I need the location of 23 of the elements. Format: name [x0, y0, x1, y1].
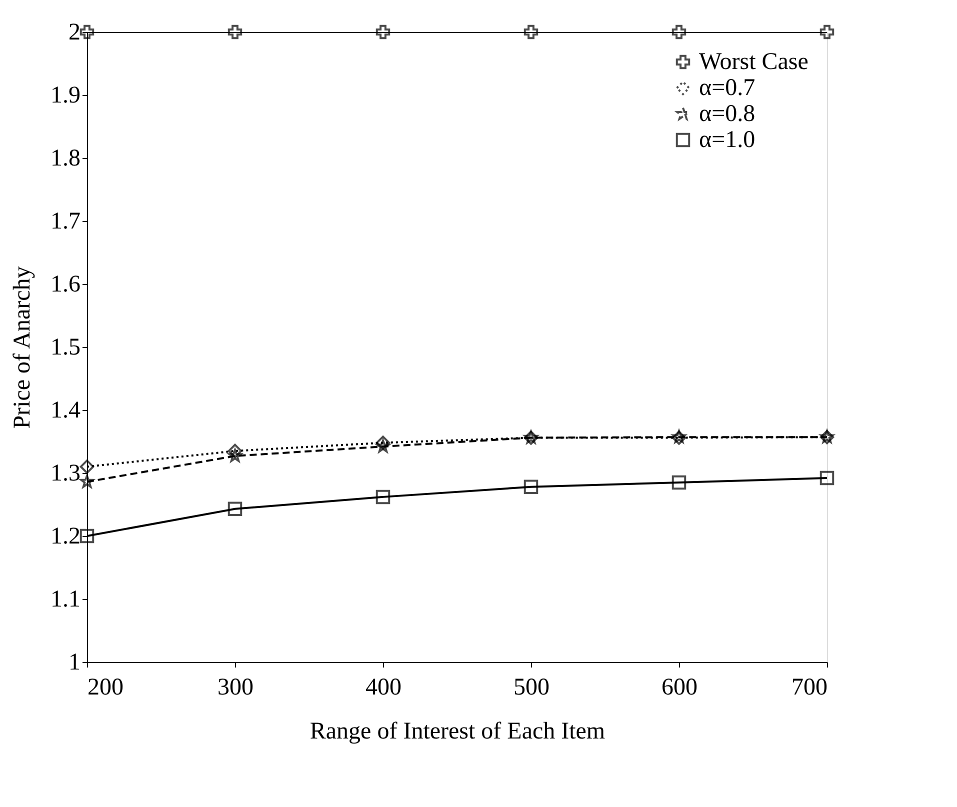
y-tick-label: 1.8 — [50, 146, 80, 172]
x-tick-label: 500 — [514, 674, 550, 700]
legend-label: α=1.0 — [699, 127, 756, 153]
x-tick-label: 400 — [366, 674, 402, 700]
y-tick-label: 1 — [68, 650, 80, 676]
x-tick-label: 300 — [218, 674, 254, 700]
y-tick-label: 1.4 — [50, 398, 80, 424]
y-tick-label: 2 — [68, 20, 80, 46]
y-tick-label: 1.3 — [50, 460, 80, 486]
legend-label: α=0.8 — [699, 101, 756, 127]
y-tick-label: 1.2 — [50, 524, 80, 550]
y-axis-title: Price of Anarchy — [10, 266, 36, 429]
y-tick-label: 1.6 — [50, 272, 80, 298]
x-axis-title: Range of Interest of Each Item — [310, 718, 606, 744]
x-tick-label: 600 — [662, 674, 698, 700]
y-tick-label: 1.7 — [50, 208, 80, 234]
y-tick-label: 1.9 — [50, 82, 80, 108]
y-tick-label: 1.1 — [50, 586, 80, 612]
y-tick-label: 1.5 — [50, 334, 80, 360]
x-tick-label: 700 — [792, 674, 828, 700]
legend-label: Worst Case — [699, 49, 808, 75]
x-tick-label: 200 — [88, 674, 124, 700]
legend-label: α=0.7 — [699, 75, 756, 101]
